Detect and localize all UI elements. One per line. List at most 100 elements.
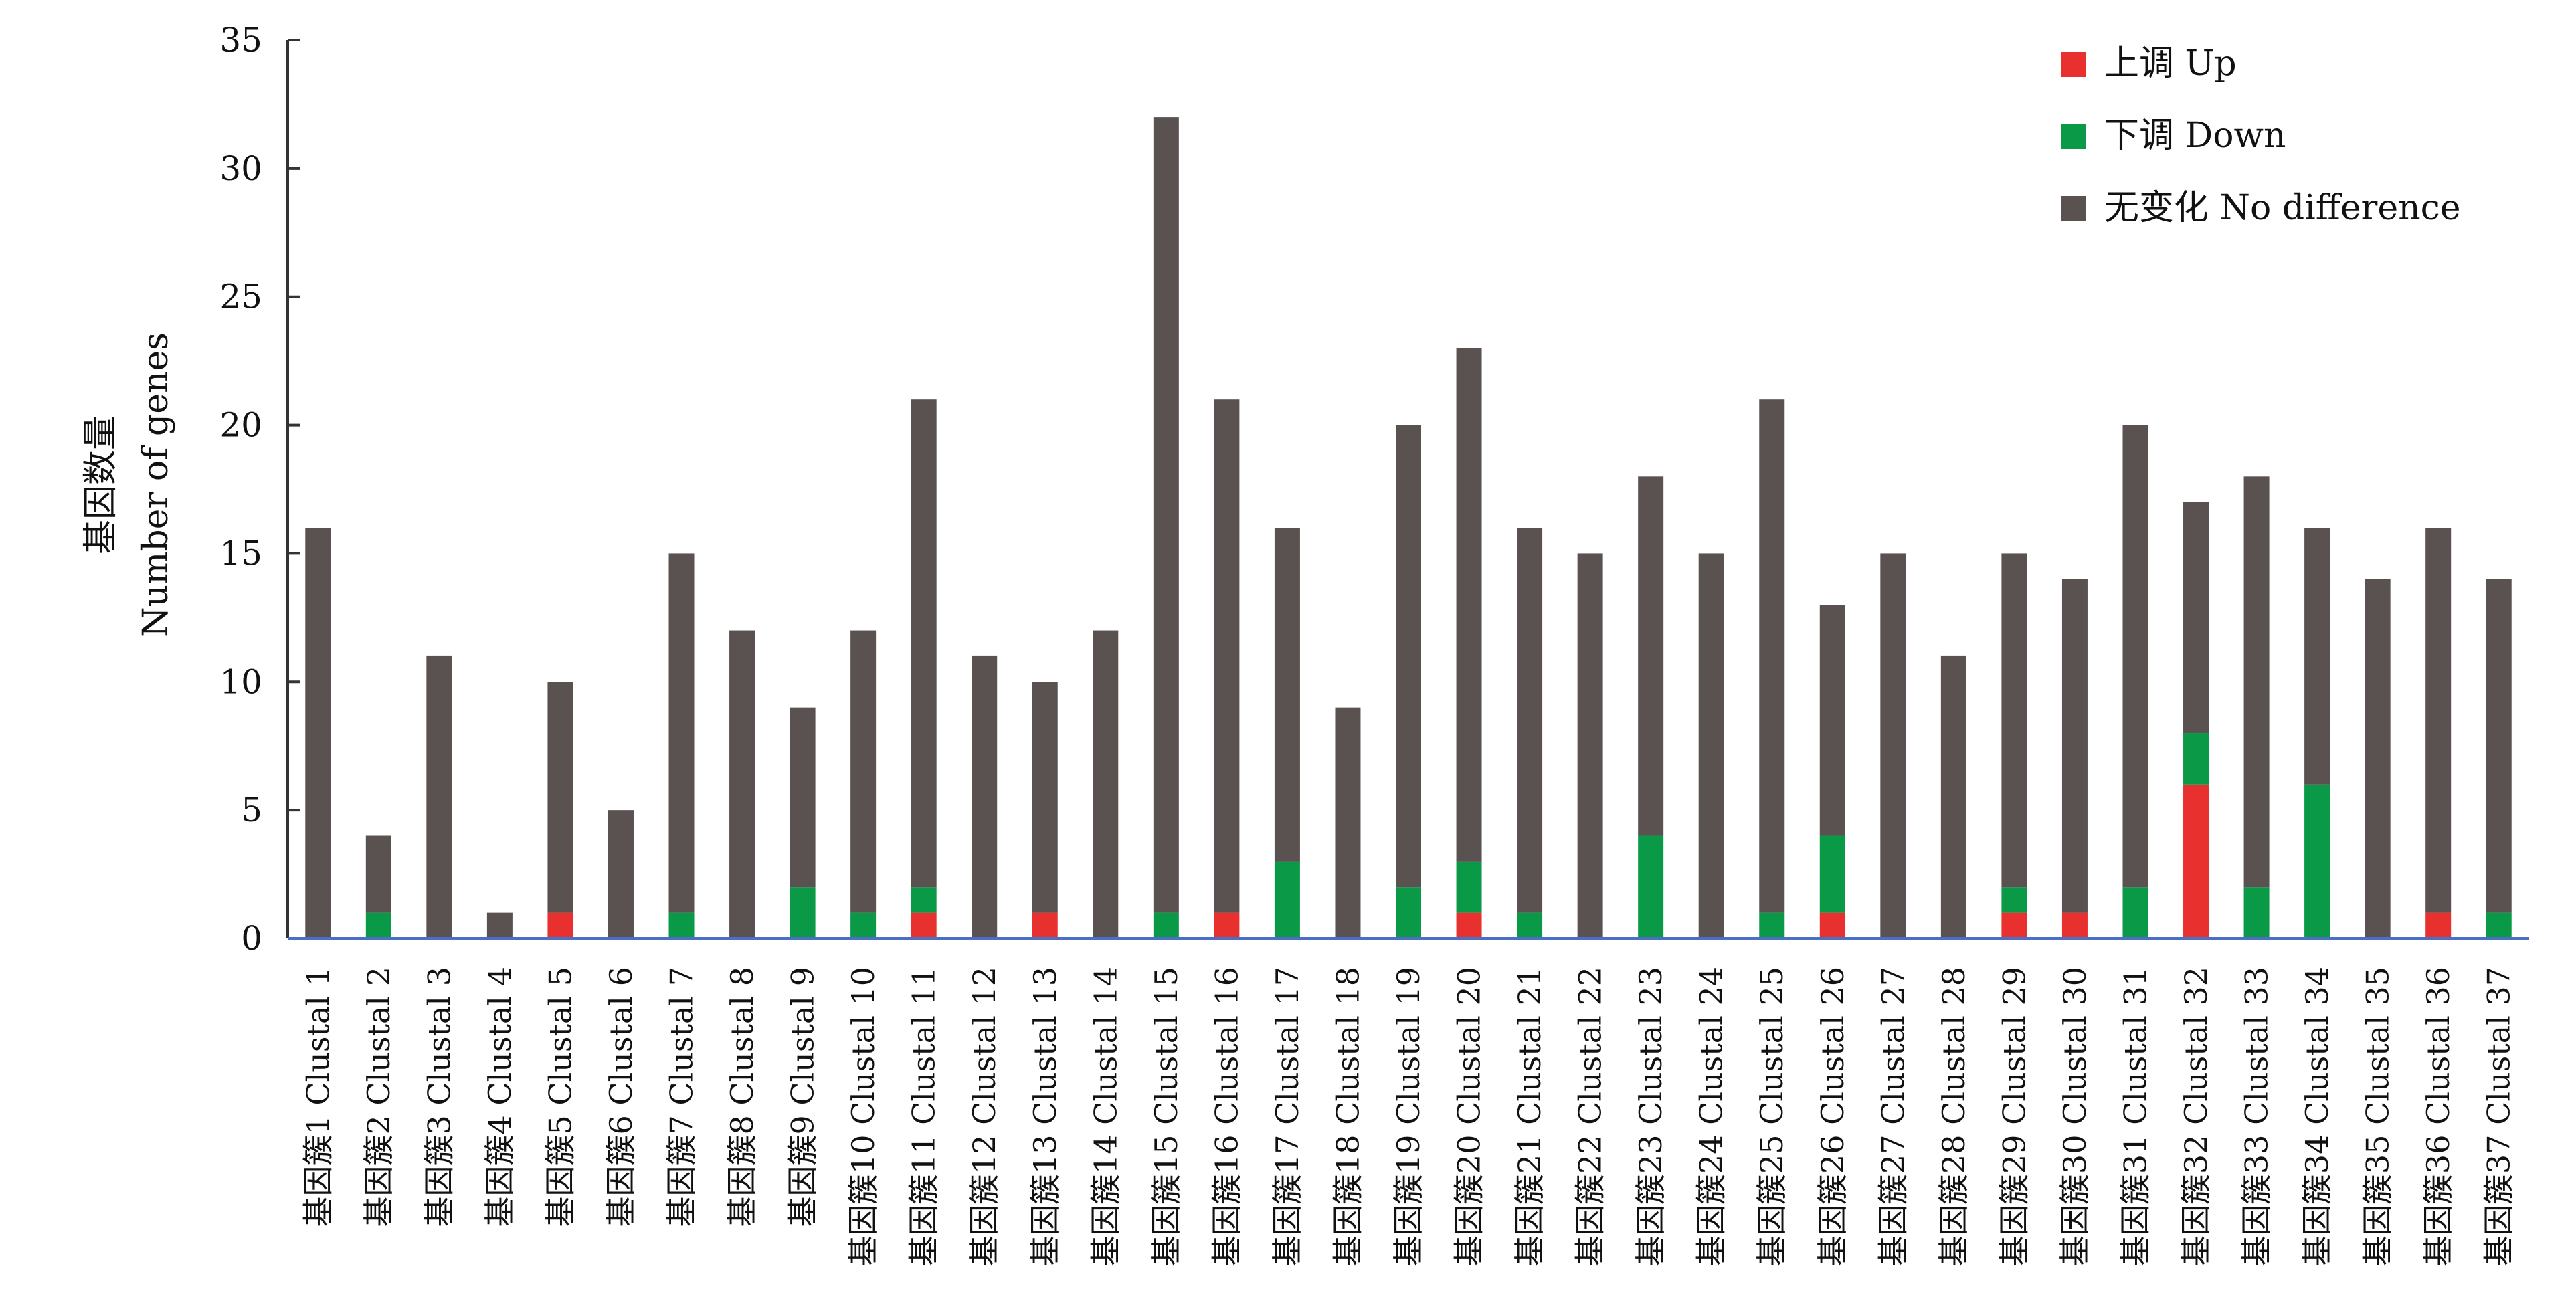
bar-segment bbox=[1940, 655, 1966, 938]
y-tick-label: 35 bbox=[219, 21, 262, 60]
bar-segment bbox=[1274, 528, 1300, 862]
legend-label: 上调 Up bbox=[2104, 43, 2237, 84]
bar-segment bbox=[2001, 887, 2027, 913]
bar-segment bbox=[1819, 605, 1845, 836]
bar-segment bbox=[1819, 912, 1845, 938]
x-tick-label: 基因簇9 Clustal 9 bbox=[785, 967, 821, 1227]
bar-segment bbox=[305, 528, 331, 938]
bar-segment bbox=[1335, 707, 1361, 938]
x-tick-label: 基因簇21 Clustal 21 bbox=[1511, 967, 1548, 1266]
bar-segment bbox=[1759, 399, 1785, 913]
bar-segment bbox=[2304, 528, 2330, 785]
x-tick-label: 基因簇16 Clustal 16 bbox=[1208, 967, 1245, 1266]
bar-segment bbox=[2486, 912, 2512, 938]
x-tick-label: 基因簇33 Clustal 33 bbox=[2239, 967, 2275, 1266]
x-tick-label: 基因簇8 Clustal 8 bbox=[724, 967, 760, 1227]
bar-segment bbox=[850, 912, 877, 938]
x-tick-label: 基因簇3 Clustal 3 bbox=[421, 967, 457, 1227]
bar-segment bbox=[547, 682, 573, 913]
bar-segment bbox=[1759, 912, 1785, 938]
bar-segment bbox=[1153, 117, 1179, 913]
bar-segment bbox=[2122, 425, 2148, 888]
bar-segment bbox=[668, 912, 695, 938]
bar-segment bbox=[1214, 399, 1240, 913]
x-tick-label: 基因簇10 Clustal 10 bbox=[845, 967, 881, 1266]
x-tick-label: 基因簇23 Clustal 23 bbox=[1633, 967, 1669, 1266]
bar-segment bbox=[1698, 553, 1724, 938]
x-tick-label: 基因簇27 Clustal 27 bbox=[1875, 967, 1911, 1266]
legend-swatch bbox=[2061, 196, 2086, 221]
x-tick-label: 基因簇32 Clustal 32 bbox=[2178, 967, 2214, 1266]
x-tick-label: 基因簇36 Clustal 36 bbox=[2420, 967, 2456, 1266]
legend-label: 下调 Down bbox=[2104, 116, 2286, 156]
bar-segment bbox=[2486, 579, 2512, 913]
bar-segment bbox=[729, 630, 755, 938]
y-axis-label-en: Number of genes bbox=[136, 332, 176, 637]
x-tick-label: 基因簇25 Clustal 25 bbox=[1754, 967, 1790, 1266]
bar-segment bbox=[790, 707, 816, 888]
x-tick-label: 基因簇28 Clustal 28 bbox=[1936, 967, 1972, 1266]
x-tick-label: 基因簇7 Clustal 7 bbox=[664, 967, 700, 1227]
x-tick-label: 基因簇35 Clustal 35 bbox=[2360, 967, 2396, 1266]
x-tick-label: 基因簇17 Clustal 17 bbox=[1269, 967, 1305, 1266]
x-tick-label: 基因簇4 Clustal 4 bbox=[482, 967, 518, 1227]
y-tick-label: 30 bbox=[219, 149, 262, 188]
bar-segment bbox=[2304, 784, 2330, 938]
y-tick-label: 0 bbox=[241, 919, 262, 958]
bar-segment bbox=[1274, 861, 1300, 938]
legend-swatch bbox=[2061, 52, 2086, 77]
bar-segment bbox=[1517, 912, 1543, 938]
x-tick-label: 基因簇12 Clustal 12 bbox=[966, 967, 1002, 1266]
bar-segment bbox=[2001, 912, 2027, 938]
bar-segment bbox=[1456, 861, 1482, 913]
x-tick-label: 基因簇11 Clustal 11 bbox=[906, 967, 942, 1266]
bar-segment bbox=[547, 912, 573, 938]
bar-segment bbox=[365, 835, 391, 913]
legend-swatch bbox=[2061, 124, 2086, 149]
x-tick-label: 基因簇22 Clustal 22 bbox=[1572, 967, 1608, 1266]
x-tick-label: 基因簇31 Clustal 31 bbox=[2117, 967, 2153, 1266]
bar-segment bbox=[911, 912, 937, 938]
bar-segment bbox=[668, 553, 695, 913]
y-axis-label: 基因数量 Number of genes bbox=[81, 332, 176, 637]
bar-segment bbox=[1880, 553, 1906, 938]
bar-segment bbox=[2183, 784, 2209, 938]
bar-segment bbox=[486, 912, 513, 938]
bar-segment bbox=[1517, 528, 1543, 913]
bar-segment bbox=[426, 655, 452, 938]
bar-segment bbox=[1577, 553, 1603, 938]
bar-segment bbox=[790, 887, 816, 938]
x-tick-label: 基因簇5 Clustal 5 bbox=[542, 967, 578, 1227]
bar-segment bbox=[2243, 887, 2270, 938]
bar-segment bbox=[1456, 912, 1482, 938]
bar-segment bbox=[1819, 835, 1845, 913]
x-tick-label: 基因簇15 Clustal 15 bbox=[1148, 967, 1184, 1266]
bar-segment bbox=[1153, 912, 1179, 938]
bar-segment bbox=[2061, 579, 2088, 913]
bar-segment bbox=[1456, 348, 1482, 862]
x-tick-label: 基因簇13 Clustal 13 bbox=[1027, 967, 1063, 1266]
bar-segment bbox=[911, 399, 937, 888]
y-tick-label: 10 bbox=[219, 662, 262, 701]
x-tick-label: 基因簇6 Clustal 6 bbox=[603, 967, 639, 1227]
x-tick-label: 基因簇1 Clustal 1 bbox=[300, 967, 336, 1227]
x-tick-label: 基因簇26 Clustal 26 bbox=[1815, 967, 1851, 1266]
bar-segment bbox=[2061, 912, 2088, 938]
legend-label: 无变化 No difference bbox=[2104, 188, 2461, 228]
bar-segment bbox=[2425, 912, 2452, 938]
x-tick-label: 基因簇24 Clustal 24 bbox=[1693, 967, 1730, 1266]
x-tick-label: 基因簇2 Clustal 2 bbox=[361, 967, 397, 1227]
bar-segment bbox=[972, 655, 998, 938]
bar-segment bbox=[2183, 502, 2209, 734]
legend: 上调 Up 下调 Down 无变化 No difference bbox=[2061, 43, 2461, 228]
x-tick-label: 基因簇29 Clustal 29 bbox=[1996, 967, 2032, 1266]
bar-segment bbox=[2183, 733, 2209, 785]
y-tick-label: 25 bbox=[219, 278, 262, 316]
bar-segment bbox=[2365, 579, 2391, 938]
y-tick-label: 15 bbox=[219, 534, 262, 573]
bars bbox=[305, 117, 2512, 938]
bar-segment bbox=[1032, 912, 1058, 938]
x-tick-label: 基因簇19 Clustal 19 bbox=[1390, 967, 1427, 1266]
y-tick-label: 5 bbox=[241, 791, 262, 829]
